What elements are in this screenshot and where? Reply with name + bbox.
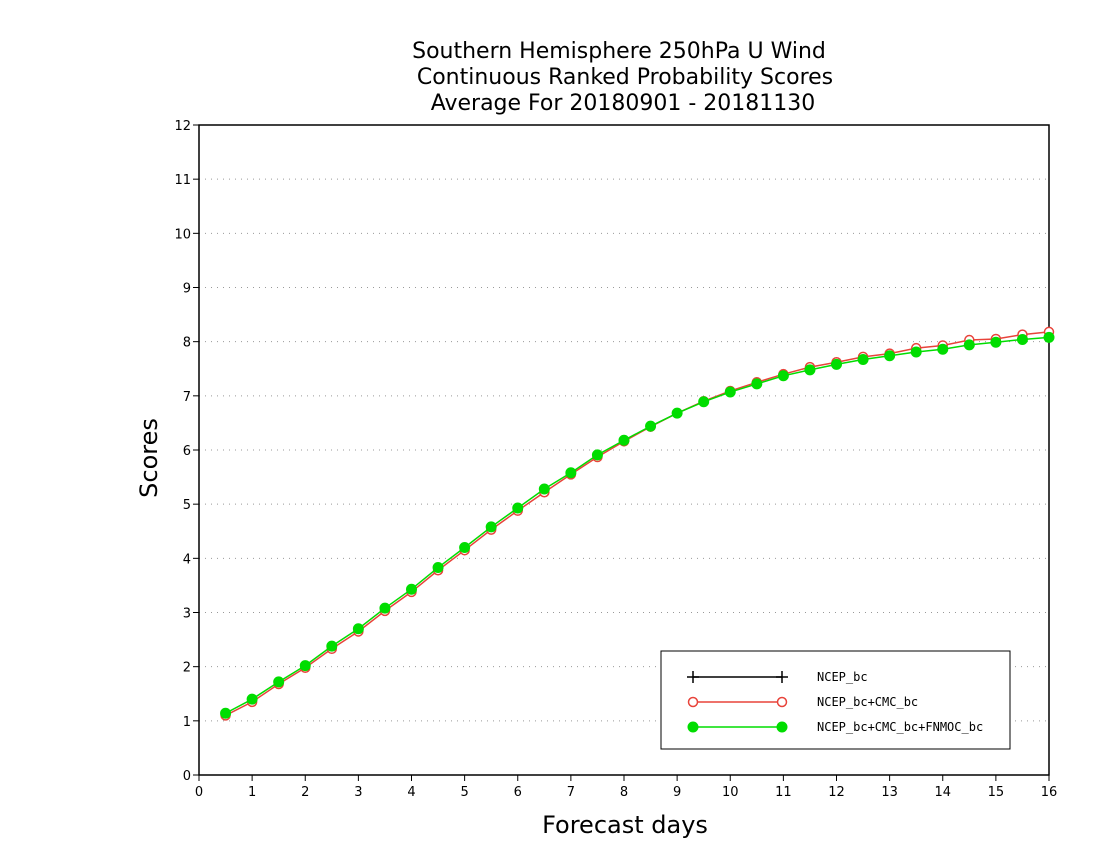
y-tick-label: 7 — [183, 390, 191, 405]
x-tick-label: 5 — [460, 785, 468, 800]
data-point — [618, 434, 630, 446]
data-point — [777, 370, 789, 382]
data-point — [645, 420, 657, 432]
data-point — [273, 676, 285, 688]
chart-title: Southern Hemisphere 250hPa U Wind Contin… — [412, 39, 833, 116]
data-point — [406, 583, 417, 595]
data-point — [379, 602, 391, 614]
x-tick-label: 11 — [775, 785, 792, 800]
data-point — [246, 693, 258, 705]
x-tick-label: 14 — [934, 785, 951, 800]
data-point — [512, 502, 524, 514]
data-point — [326, 640, 338, 652]
data-point — [565, 467, 577, 479]
data-point — [963, 339, 975, 351]
data-point — [804, 364, 816, 376]
data-point — [724, 386, 736, 398]
x-tick-label: 9 — [673, 785, 681, 800]
y-tick-label: 1 — [183, 715, 191, 730]
data-point — [776, 671, 788, 683]
grid-lines — [199, 178, 1049, 722]
x-tick-label: 3 — [354, 785, 362, 800]
axes — [193, 124, 1050, 781]
data-point — [857, 354, 869, 366]
x-tick-label: 6 — [514, 785, 522, 800]
y-tick-label: 4 — [183, 552, 191, 567]
y-tick-label: 9 — [183, 282, 191, 297]
series-2 — [220, 331, 1055, 719]
data-point — [751, 378, 763, 390]
data-point — [352, 623, 364, 635]
y-tick-label: 10 — [174, 227, 191, 242]
x-tick-label: 7 — [567, 785, 575, 800]
title-line-3: Average For 20180901 - 20181130 — [431, 91, 816, 116]
data-point — [687, 696, 699, 708]
data-point — [671, 407, 683, 419]
data-point — [910, 346, 922, 358]
y-tick-label: 3 — [183, 607, 191, 622]
x-tick-label: 0 — [195, 785, 203, 800]
y-tick-label: 0 — [183, 769, 191, 784]
data-point — [1043, 331, 1055, 343]
legend-box — [660, 650, 1011, 750]
legend-item: NCEP_bc+CMC_bc — [687, 695, 918, 709]
legend: NCEP_bc NCEP_bc+CMC_bc NCEP_bc+CMC_bc+FNMO… — [660, 650, 1011, 750]
x-tick-label: 2 — [301, 785, 309, 800]
data-point — [698, 396, 710, 408]
legend-label: NCEP_bc+CMC_bc — [817, 695, 918, 709]
series-layer — [220, 326, 1055, 721]
data-point — [538, 483, 550, 495]
data-point — [937, 343, 949, 355]
data-point — [485, 521, 497, 533]
x-axis-label: Forecast days — [542, 811, 708, 839]
x-tick-label: 13 — [881, 785, 898, 800]
x-tick-label: 8 — [620, 785, 628, 800]
data-point — [776, 696, 788, 708]
y-tick-label: 11 — [174, 173, 191, 188]
title-line-1: Southern Hemisphere 250hPa U Wind — [412, 39, 826, 64]
y-axis-label: Scores — [135, 418, 163, 498]
data-point — [776, 721, 788, 733]
legend-label: NCEP_bc — [817, 670, 868, 684]
data-point — [591, 449, 603, 461]
data-point — [299, 660, 311, 672]
plot-frame — [198, 124, 1050, 776]
x-tick-label: 12 — [828, 785, 845, 800]
y-tick-label: 6 — [183, 444, 191, 459]
legend-item: NCEP_bc — [687, 670, 868, 684]
y-tick-label: 12 — [174, 119, 191, 134]
data-point — [432, 562, 444, 574]
data-point — [831, 358, 842, 370]
data-point — [990, 336, 1002, 348]
x-tick-label: 16 — [1041, 785, 1058, 800]
title-line-2: Continuous Ranked Probability Scores — [417, 65, 833, 90]
x-tick-label: 10 — [722, 785, 739, 800]
y-tick-label: 5 — [183, 498, 191, 513]
legend-label: NCEP_bc+CMC_bc+FNMOC_bc — [817, 720, 983, 734]
data-point — [220, 707, 232, 719]
data-point — [687, 671, 699, 683]
legend-item: NCEP_bc+CMC_bc+FNMOC_bc — [687, 720, 983, 734]
data-point — [687, 721, 699, 733]
data-point — [459, 542, 471, 553]
y-tick-label: 2 — [183, 661, 191, 676]
y-tick-label: 8 — [183, 336, 191, 351]
x-tick-label: 1 — [248, 785, 256, 800]
data-point — [1016, 334, 1028, 345]
x-tick-label: 15 — [988, 785, 1005, 800]
x-tick-label: 4 — [407, 785, 415, 800]
data-point — [884, 350, 896, 362]
